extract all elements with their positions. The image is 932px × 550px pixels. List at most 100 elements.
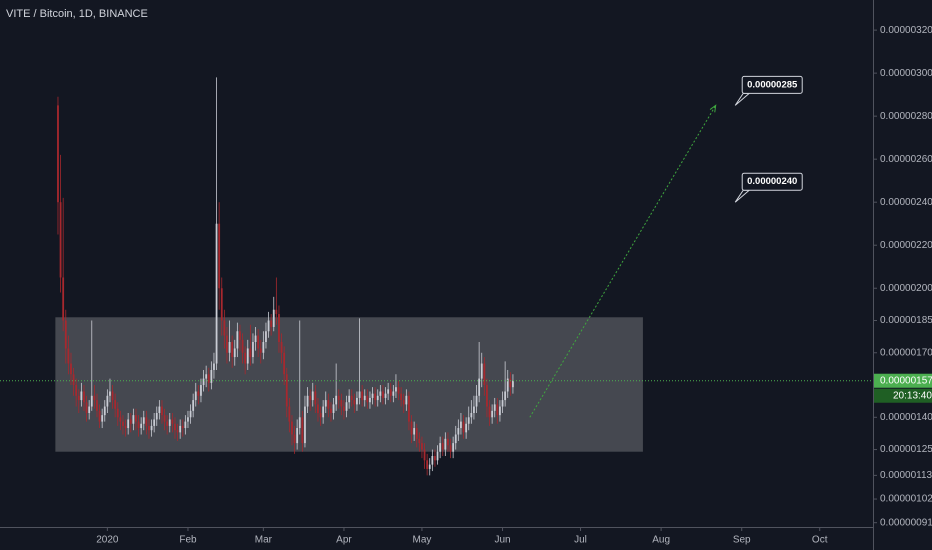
candle-body [454,434,457,444]
candle-body [166,421,169,426]
candle-body [382,391,384,398]
candle-body [72,374,75,386]
candle-body [306,395,309,407]
candle-body [402,400,405,405]
candle-body [439,443,442,452]
candle-body [67,348,70,364]
candle-body [337,395,340,401]
range-box [55,317,643,452]
candle-body [223,320,226,336]
candle-body [345,402,348,411]
candle-body [374,393,377,401]
y-tick-label: 0.00000102 [880,494,932,505]
callout-label: 0.00000240 [747,176,797,187]
candle-body [200,385,202,396]
candle-body [319,412,322,418]
candle-body [309,395,312,401]
candle-body [202,378,205,386]
candle-body [116,408,119,418]
x-tick-label: Sep [733,535,751,546]
candle-body [205,374,208,379]
candle-body [267,320,270,332]
candle-body [470,412,473,418]
candle-body [486,385,488,407]
candle-body [475,395,478,407]
candle-body [366,395,369,403]
candle-body [392,391,395,396]
y-tick-label: 0.00000113 [880,470,932,481]
candle-body [210,369,213,383]
candle-body [187,417,189,422]
x-tick-label: May [412,535,431,546]
candle-body [241,339,244,353]
candle-body [158,406,161,413]
candle-body [296,428,299,444]
candle-body [254,335,257,343]
candle-body [280,342,283,353]
candle-body [103,406,106,416]
candle-body [262,342,265,353]
candle-body [77,395,80,401]
candle-body [142,417,145,424]
candle-body [395,387,397,392]
candle-body [122,421,124,426]
candle-body [340,400,343,407]
candle-body [478,378,481,396]
x-tick-label: Jun [494,535,510,546]
callout-box [741,75,803,94]
candle-body [96,400,98,411]
candle-body [285,374,288,407]
candle-body [252,342,254,358]
y-tick-label: 0.00000280 [880,111,932,122]
candle-body [137,421,140,429]
candle-body [358,391,361,398]
candle-body [460,421,462,429]
candle-body [447,438,449,446]
candle-body [119,417,122,422]
y-tick-label: 0.00000200 [880,283,932,294]
candle-body [83,391,85,403]
x-tick-label: 2020 [96,535,119,546]
candle-body [101,415,104,422]
candle-body [150,425,153,431]
last-price-label: 0.00000157 [880,375,932,386]
candle-body [288,406,291,422]
candle-body [161,406,163,416]
candle-body [192,400,195,411]
candle-body [327,400,330,409]
candle-body [109,391,111,396]
x-tick-label: Feb [179,535,197,546]
candle-body [444,438,447,450]
x-tick-label: Apr [336,535,352,546]
candle-body [343,406,345,411]
candle-body [189,410,192,418]
candle-body [59,202,62,278]
candle-body [278,314,280,343]
callout-label: 0.00000285 [747,79,798,90]
candle-body [213,363,215,370]
arrow-head [709,104,717,113]
candle-body [449,445,452,452]
candle-body [135,415,137,422]
candle-body [418,438,421,444]
candle-body [194,391,197,401]
candle-body [317,404,319,413]
candle-body [431,456,434,465]
candle-body [441,443,444,450]
candle-body [145,417,148,426]
candle-body [371,393,374,398]
candle-body [415,428,418,439]
candle-body [220,288,223,321]
candle-body [298,417,301,429]
candle-body [322,406,325,418]
candle-body [436,451,439,461]
last-price-tag [874,373,932,388]
candle-body [413,428,416,435]
candle-body [491,410,494,418]
candle-body [259,348,262,353]
candle-body [207,374,210,383]
y-tick-label: 0.00000185 [880,315,932,326]
candle-body [114,400,117,409]
candle-body [228,342,231,353]
